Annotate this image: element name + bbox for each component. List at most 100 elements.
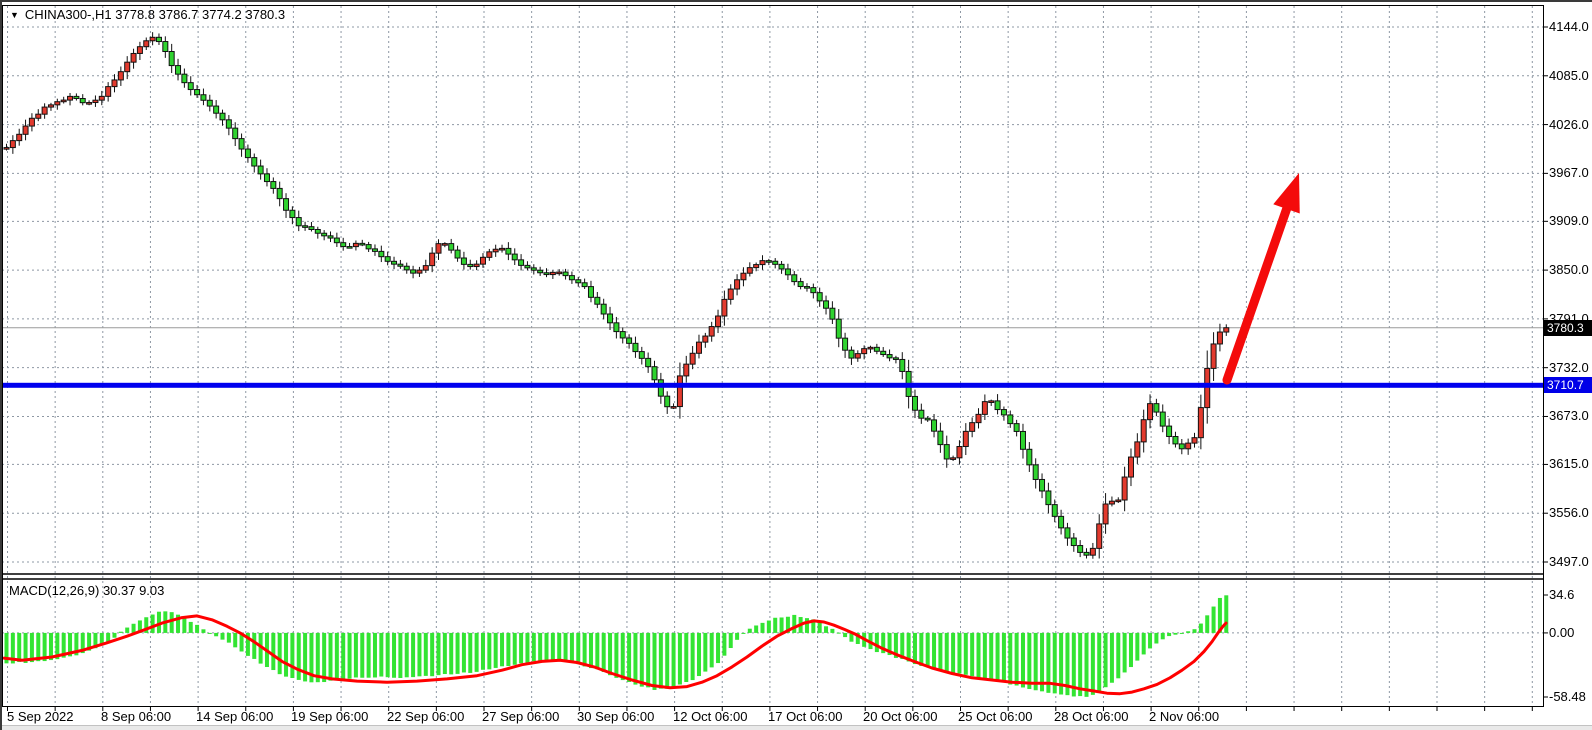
macd-histogram-bar <box>182 618 187 633</box>
bear-candle <box>613 322 620 333</box>
macd-histogram-bar <box>461 632 466 673</box>
bear-candle <box>1039 478 1046 492</box>
bear-candle <box>575 279 582 284</box>
bull-candle <box>981 401 988 415</box>
price-tick-label: 3732.0 <box>1549 359 1589 375</box>
macd-histogram-bar <box>620 632 625 681</box>
trend-arrow-head[interactable] <box>1273 173 1300 214</box>
macd-histogram-bar <box>398 632 403 678</box>
bear-candle <box>181 73 188 84</box>
bear-candle <box>1070 537 1077 547</box>
bear-candle <box>664 395 671 408</box>
macd-histogram-bar <box>1027 632 1032 689</box>
macd-histogram-bar <box>487 632 492 670</box>
macd-histogram-bar <box>989 632 994 680</box>
bull-candle <box>956 446 963 459</box>
macd-values: 30.37 9.03 <box>102 583 165 598</box>
macd-histogram-bar <box>284 632 289 677</box>
macd-histogram-bar <box>1033 632 1038 691</box>
bull-candle <box>1191 437 1198 444</box>
bear-candle <box>302 225 309 228</box>
bull-candle <box>111 79 118 88</box>
macd-histogram-bar <box>392 632 397 678</box>
time-label: 8 Sep 06:00 <box>101 709 172 724</box>
macd-histogram-bar <box>893 632 898 658</box>
bull-candle <box>22 125 29 135</box>
bull-candle <box>499 247 506 251</box>
macd-histogram-bar <box>493 632 498 668</box>
macd-histogram-bar <box>614 632 619 678</box>
macd-histogram-bar <box>957 632 962 674</box>
macd-histogram-bar <box>779 617 784 633</box>
macd-histogram-bar <box>468 632 473 673</box>
bear-candle <box>73 95 80 100</box>
bear-candle <box>175 65 182 75</box>
bear-candle <box>543 272 550 276</box>
macd-histogram-bar <box>61 632 66 658</box>
macd-histogram-bar <box>328 632 333 681</box>
bull-candle <box>1102 503 1109 525</box>
time-label: 2 Nov 06:00 <box>1149 709 1220 724</box>
macd-histogram-bar <box>1008 632 1013 685</box>
horizontal-support-line[interactable] <box>2 382 1543 388</box>
macd-histogram-bar <box>1135 632 1140 661</box>
macd-histogram-bar <box>296 632 301 680</box>
bear-candle <box>270 181 277 189</box>
bear-candle <box>155 36 162 43</box>
macd-histogram-bar <box>239 632 244 652</box>
macd-histogram-bar <box>169 612 174 633</box>
macd-params: MACD(12,26,9) <box>9 583 100 598</box>
bear-candle <box>607 313 614 324</box>
bear-candle <box>340 242 347 248</box>
bear-candle <box>1159 411 1166 427</box>
bull-candle <box>143 40 150 48</box>
bear-candle <box>168 51 175 67</box>
bear-candle <box>263 173 270 183</box>
collapse-icon[interactable]: ▼ <box>10 10 19 20</box>
macd-histogram-bar <box>1198 623 1203 633</box>
macd-histogram-bar <box>830 628 835 633</box>
macd-histogram-bar <box>569 632 574 663</box>
macd-histogram-bar <box>1040 632 1045 692</box>
bull-candle <box>1096 523 1103 549</box>
bull-candle <box>1134 441 1141 458</box>
macd-histogram-bar <box>125 627 130 633</box>
bear-candle <box>657 379 664 397</box>
macd-histogram-bar <box>951 632 956 674</box>
macd-histogram-bar <box>652 632 657 690</box>
macd-histogram-bar <box>563 632 568 662</box>
bear-candle <box>1013 423 1020 432</box>
bear-candle <box>645 357 652 368</box>
macd-histogram-bar <box>17 632 22 662</box>
bull-candle <box>1108 500 1115 505</box>
macd-histogram-bar <box>87 632 92 651</box>
macd-histogram-bar <box>1090 632 1095 695</box>
macd-histogram-bar <box>576 632 581 665</box>
macd-histogram-bar <box>226 632 231 643</box>
bull-candle <box>689 352 696 365</box>
macd-histogram-bar <box>963 632 968 675</box>
bear-candle <box>816 292 823 302</box>
macd-histogram-bar <box>455 632 460 674</box>
trend-arrow-annotation[interactable] <box>1222 200 1293 385</box>
macd-histogram-bar <box>760 622 765 633</box>
macd-histogram-bar <box>1173 632 1178 635</box>
bear-candle <box>448 243 455 251</box>
time-label: 25 Oct 06:00 <box>958 709 1033 724</box>
macd-histogram-bar <box>423 632 428 676</box>
bull-candle <box>676 375 683 408</box>
bear-candle <box>1153 403 1160 413</box>
macd-histogram-bar <box>1046 632 1051 693</box>
macd-histogram-bar <box>690 632 695 681</box>
macd-tick-label: -58.48 <box>1549 689 1586 704</box>
macd-histogram-bar <box>550 632 555 661</box>
bear-candle <box>619 331 626 339</box>
bull-candle <box>727 288 734 300</box>
bear-candle <box>1083 551 1090 556</box>
macd-histogram-bar <box>99 632 104 646</box>
bear-candle <box>79 98 86 104</box>
bear-candle <box>797 281 804 288</box>
bear-candle <box>943 444 950 460</box>
macd-histogram-bar <box>1071 632 1076 697</box>
